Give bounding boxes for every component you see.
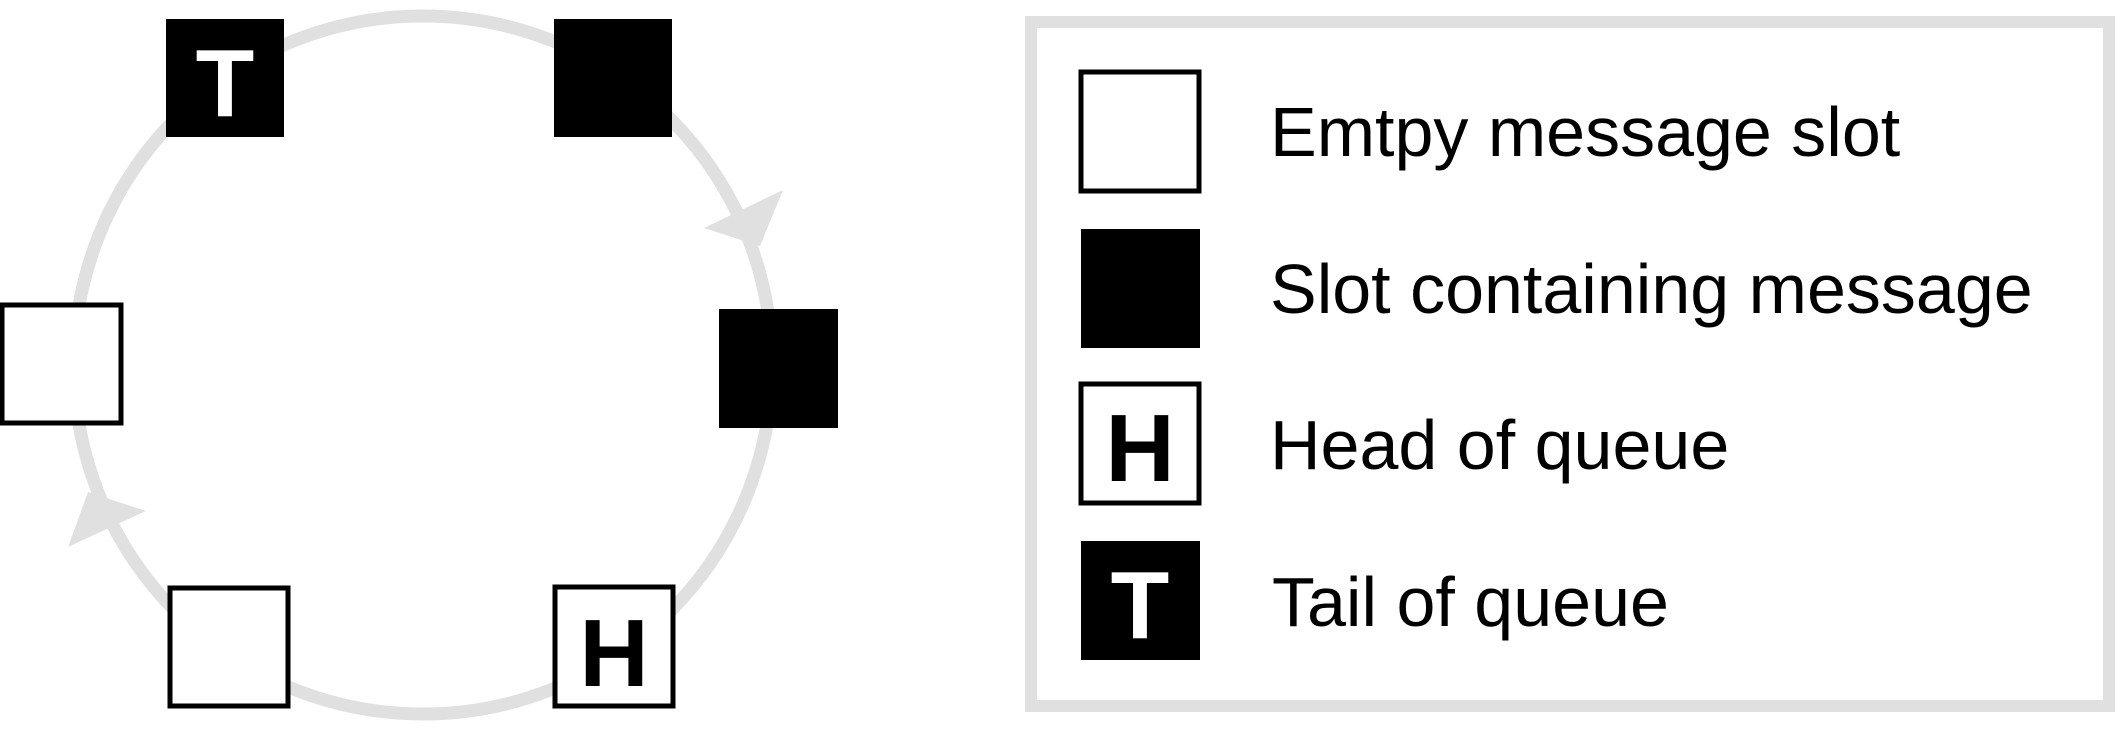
- head-letter: H: [579, 600, 648, 707]
- direction-arrow-left: [68, 492, 146, 547]
- slot-head: H: [552, 584, 676, 709]
- legend-swatch-tail: [1081, 541, 1200, 660]
- legend-label-tail: Tail of queue: [1272, 563, 1669, 641]
- legend-label-head: Head of queue: [1270, 406, 1729, 484]
- slot-empty: [0, 302, 124, 426]
- legend-tail-letter: T: [1111, 552, 1170, 659]
- legend: Emtpy message slot Slot containing messa…: [1025, 16, 2115, 712]
- legend-head-letter: H: [1105, 395, 1174, 502]
- tail-letter: T: [196, 30, 255, 137]
- legend-label-filled: Slot containing message: [1270, 250, 2033, 328]
- direction-arrow-right: [704, 190, 783, 246]
- legend-swatch-filled: [1081, 229, 1200, 348]
- legend-item-head: H Head of queue: [1078, 381, 1729, 506]
- legend-border: [1025, 16, 2115, 712]
- slot-tail: T: [166, 19, 284, 137]
- legend-item-tail: T Tail of queue: [1081, 541, 1669, 660]
- slot-empty: [167, 585, 291, 709]
- legend-item-filled: Slot containing message: [1081, 229, 2033, 348]
- legend-swatch-empty: [1078, 69, 1202, 194]
- legend-label-empty: Emtpy message slot: [1270, 93, 1900, 171]
- slot-filled: [554, 19, 672, 137]
- slot-filled: [719, 309, 838, 428]
- legend-swatch-head: [1078, 381, 1202, 506]
- legend-item-empty: Emtpy message slot: [1078, 69, 1900, 194]
